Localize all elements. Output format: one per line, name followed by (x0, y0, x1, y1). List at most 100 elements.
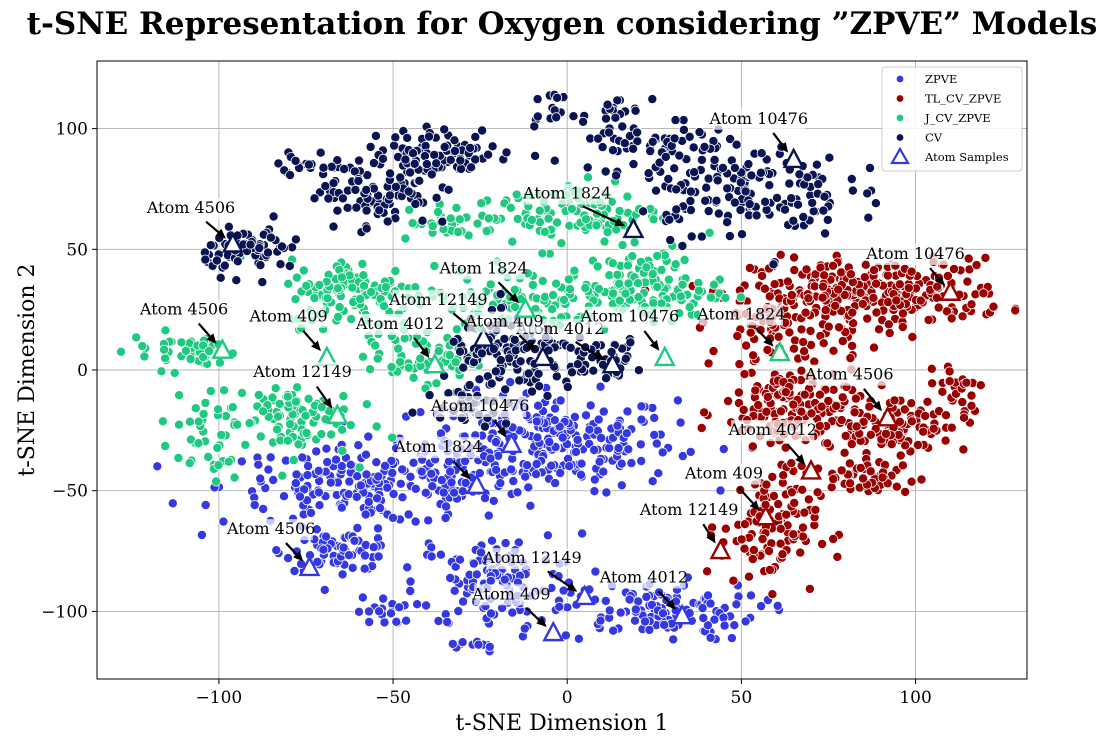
scatter-point (755, 167, 766, 178)
scatter-point (318, 162, 329, 173)
scatter-point (705, 292, 716, 303)
scatter-point (437, 216, 448, 227)
scatter-point (277, 470, 288, 481)
legend-marker (896, 134, 904, 141)
scatter-point (302, 470, 313, 481)
scatter-point (848, 318, 859, 329)
scatter-point (420, 487, 431, 498)
scatter-point (696, 422, 707, 433)
scatter-point (863, 212, 874, 223)
scatter-point (746, 170, 757, 181)
scatter-point (598, 406, 609, 417)
scatter-point (363, 496, 374, 507)
scatter-point (767, 589, 778, 600)
scatter-point (869, 265, 880, 276)
legend-box (881, 66, 1023, 172)
scatter-point (268, 474, 279, 485)
scatter-point (303, 461, 314, 472)
scatter-point (663, 173, 674, 184)
scatter-point (334, 302, 345, 313)
scatter-point (361, 469, 372, 480)
scatter-point (607, 258, 618, 269)
scatter-point (686, 231, 697, 242)
scatter-point (633, 365, 644, 376)
scatter-point (688, 142, 699, 153)
scatter-point (703, 173, 714, 184)
scatter-point (565, 342, 576, 353)
scatter-point (803, 494, 814, 505)
atom-sample-marker (326, 403, 349, 425)
scatter-point (865, 429, 876, 440)
scatter-point (907, 331, 918, 342)
scatter-point (255, 260, 266, 271)
scatter-point (534, 381, 545, 392)
scatter-point (337, 569, 348, 580)
scatter-point (975, 380, 986, 391)
scatter-point (768, 490, 779, 501)
scatter-point (291, 469, 302, 480)
scatter-point (361, 223, 372, 234)
scatter-point (932, 281, 943, 292)
scatter-point (414, 175, 425, 186)
scatter-point (756, 601, 767, 612)
scatter-point (557, 432, 568, 443)
scatter-point (546, 460, 557, 471)
scatter-point (839, 447, 850, 458)
annotation-arrowhead (206, 333, 217, 344)
scatter-point (616, 458, 627, 469)
atom-sample-marker (573, 584, 596, 606)
scatter-point (735, 177, 746, 188)
scatter-point (353, 155, 364, 166)
scatter-point (780, 387, 791, 398)
scatter-point (421, 159, 432, 170)
scatter-point (616, 480, 627, 491)
scatter-point (352, 471, 363, 482)
scatter-point (583, 172, 594, 183)
scatter-point (677, 279, 688, 290)
scatter-point (585, 400, 596, 411)
scatter-point (944, 366, 955, 377)
scatter-point (566, 203, 577, 214)
scatter-point (668, 634, 679, 645)
annotation-label: Atom 10476 (580, 307, 680, 326)
scatter-point (550, 403, 561, 414)
scatter-point (389, 140, 400, 151)
scatter-point (669, 163, 680, 174)
scatter-point (200, 254, 211, 265)
scatter-point (408, 457, 419, 468)
scatter-point (633, 292, 644, 303)
scatter-point (724, 231, 735, 242)
scatter-point (193, 438, 204, 449)
scatter-point (978, 288, 989, 299)
scatter-point (966, 390, 977, 401)
scatter-point (847, 340, 858, 351)
scatter-point (703, 206, 714, 217)
scatter-point (612, 95, 623, 106)
scatter-point (806, 408, 817, 419)
scatter-point (532, 111, 543, 122)
scatter-point (284, 260, 295, 271)
scatter-point (858, 416, 869, 427)
scatter-point (900, 440, 911, 451)
scatter-point (438, 487, 449, 498)
scatter-point (407, 407, 418, 418)
scatter-point (589, 474, 600, 485)
scatter-point (298, 265, 309, 276)
scatter-point (232, 419, 243, 430)
scatter-point (391, 616, 402, 627)
scatter-point (569, 265, 580, 276)
scatter-point (576, 458, 587, 469)
annotation-label: Atom 1824 (393, 437, 482, 456)
scatter-point (475, 547, 486, 558)
scatter-point (319, 584, 330, 595)
scatter-point (595, 381, 606, 392)
scatter-point (349, 535, 360, 546)
scatter-point (555, 467, 566, 478)
scatter-point (365, 364, 376, 375)
annotation-label: Atom 409 (249, 307, 328, 326)
scatter-point (510, 345, 521, 356)
annotation-arrow (547, 570, 573, 590)
scatter-point (740, 616, 751, 627)
scatter-point (723, 396, 734, 407)
scatter-point (184, 416, 195, 427)
